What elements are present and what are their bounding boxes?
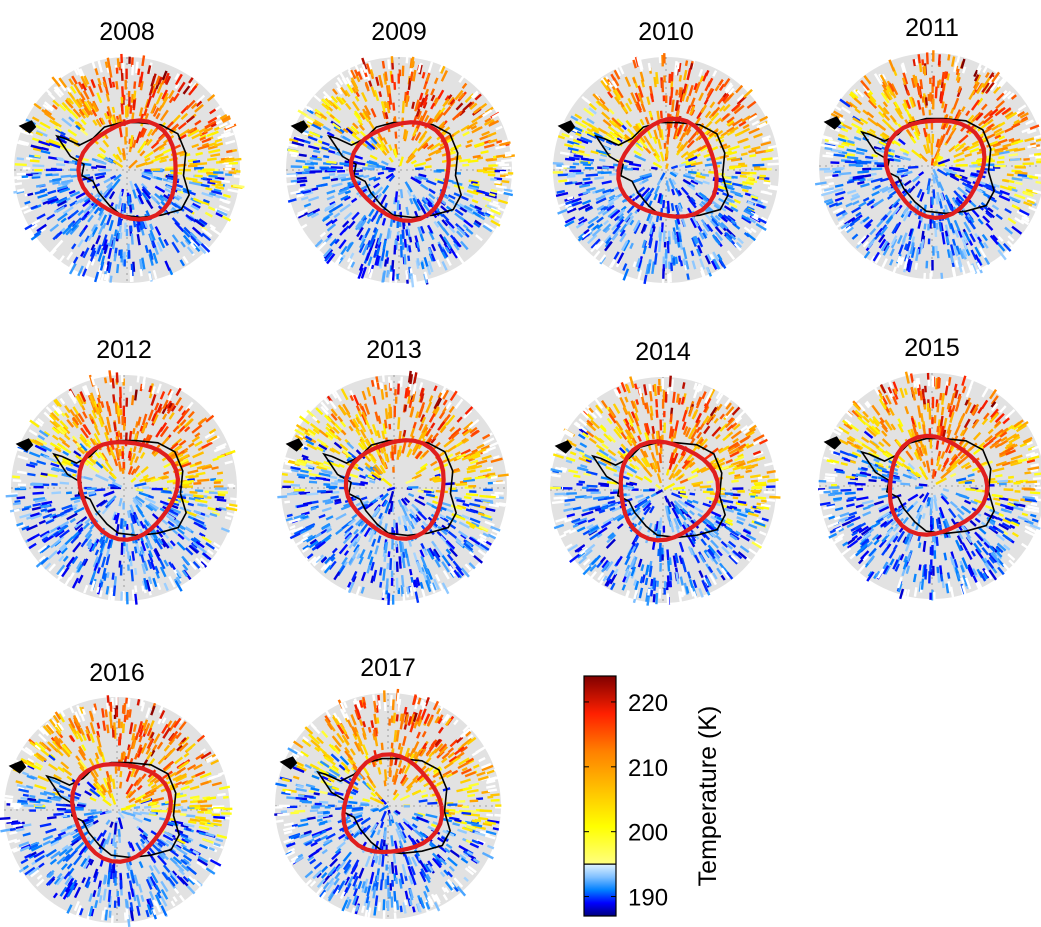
panel-title-2011: 2011 <box>905 14 959 42</box>
map-disk <box>550 377 776 603</box>
colorbar-high-segment <box>584 676 616 865</box>
panel-title-2009: 2009 <box>371 18 427 46</box>
south-america-tip <box>290 120 309 134</box>
panel-title-2015: 2015 <box>904 334 960 362</box>
temperature-field <box>272 688 504 925</box>
antarctica-coastline <box>327 121 463 219</box>
south-america-tip <box>823 436 842 450</box>
vortex-edge-contour <box>616 116 719 219</box>
vortex-edge-contour <box>343 438 446 541</box>
polar-map-2011 <box>814 50 1041 284</box>
temperature-field <box>814 371 1041 603</box>
vortex-edge-contour <box>77 440 181 542</box>
south-america-tip <box>554 440 573 454</box>
panel-title-2016: 2016 <box>89 659 145 687</box>
polar-map-2015 <box>814 371 1041 603</box>
colorbar-tick-label-210: 210 <box>628 755 668 782</box>
antarctica-coastline <box>316 757 452 855</box>
polar-map-2016 <box>0 695 234 927</box>
south-america-tip <box>15 438 34 452</box>
antarctica-coastline <box>591 441 727 539</box>
antarctica-coastline <box>860 437 996 535</box>
vortex-edge-contour <box>883 118 987 221</box>
panel-title-2017: 2017 <box>360 654 416 682</box>
graticule <box>553 57 779 283</box>
temperature-field <box>283 56 518 288</box>
colorbar-label: Temperature (K) <box>694 706 722 887</box>
vortex-edge-contour <box>887 433 990 537</box>
vortex-edge-contour <box>69 762 173 864</box>
vortex-edge-contour <box>348 120 451 223</box>
vortex-edge-contour <box>618 439 721 543</box>
panel-title-2014: 2014 <box>635 338 691 366</box>
colorbar-tick-label-220: 220 <box>628 690 668 717</box>
antarctica-coastline <box>322 439 458 537</box>
polar-map-2012 <box>5 370 240 605</box>
colorbar: 190 200 210 220 Temperature (K) <box>583 675 722 917</box>
polar-map-2014 <box>546 375 781 606</box>
colorbar-tick-label-200: 200 <box>628 820 668 847</box>
polar-map-2017 <box>272 688 504 925</box>
map-disk <box>819 53 1041 279</box>
polar-map-2013 <box>277 370 509 606</box>
colorbar-frame <box>583 675 617 917</box>
colorbar-low-segment <box>584 864 616 916</box>
antarctica-coastline <box>594 121 730 219</box>
panel-title-2012: 2012 <box>96 336 152 364</box>
south-america-tip <box>823 116 842 130</box>
south-america-tip <box>18 120 37 134</box>
panel-title-2008: 2008 <box>99 18 155 46</box>
temperature-field <box>552 51 783 285</box>
south-america-tip <box>8 760 27 774</box>
south-america-tip <box>285 438 304 452</box>
vortex-edge-contour <box>76 118 178 222</box>
colorbar-tick-label-190: 190 <box>628 885 668 912</box>
graticule <box>4 697 230 923</box>
temperature-field <box>546 375 781 606</box>
south-america-tip <box>279 756 298 770</box>
polar-map-2008 <box>12 53 245 284</box>
temperature-field <box>277 370 509 606</box>
graticule <box>819 373 1041 599</box>
polar-map-2010 <box>552 51 783 285</box>
panel-title-2010: 2010 <box>638 18 694 46</box>
south-america-tip <box>557 120 576 134</box>
antarctica-coastline <box>55 121 191 219</box>
panel-title-2013: 2013 <box>366 336 422 364</box>
colorbar-ticks <box>584 701 616 898</box>
graticule <box>275 693 501 919</box>
vortex-edge-contour <box>341 752 445 855</box>
polar-map-2009 <box>283 56 518 288</box>
